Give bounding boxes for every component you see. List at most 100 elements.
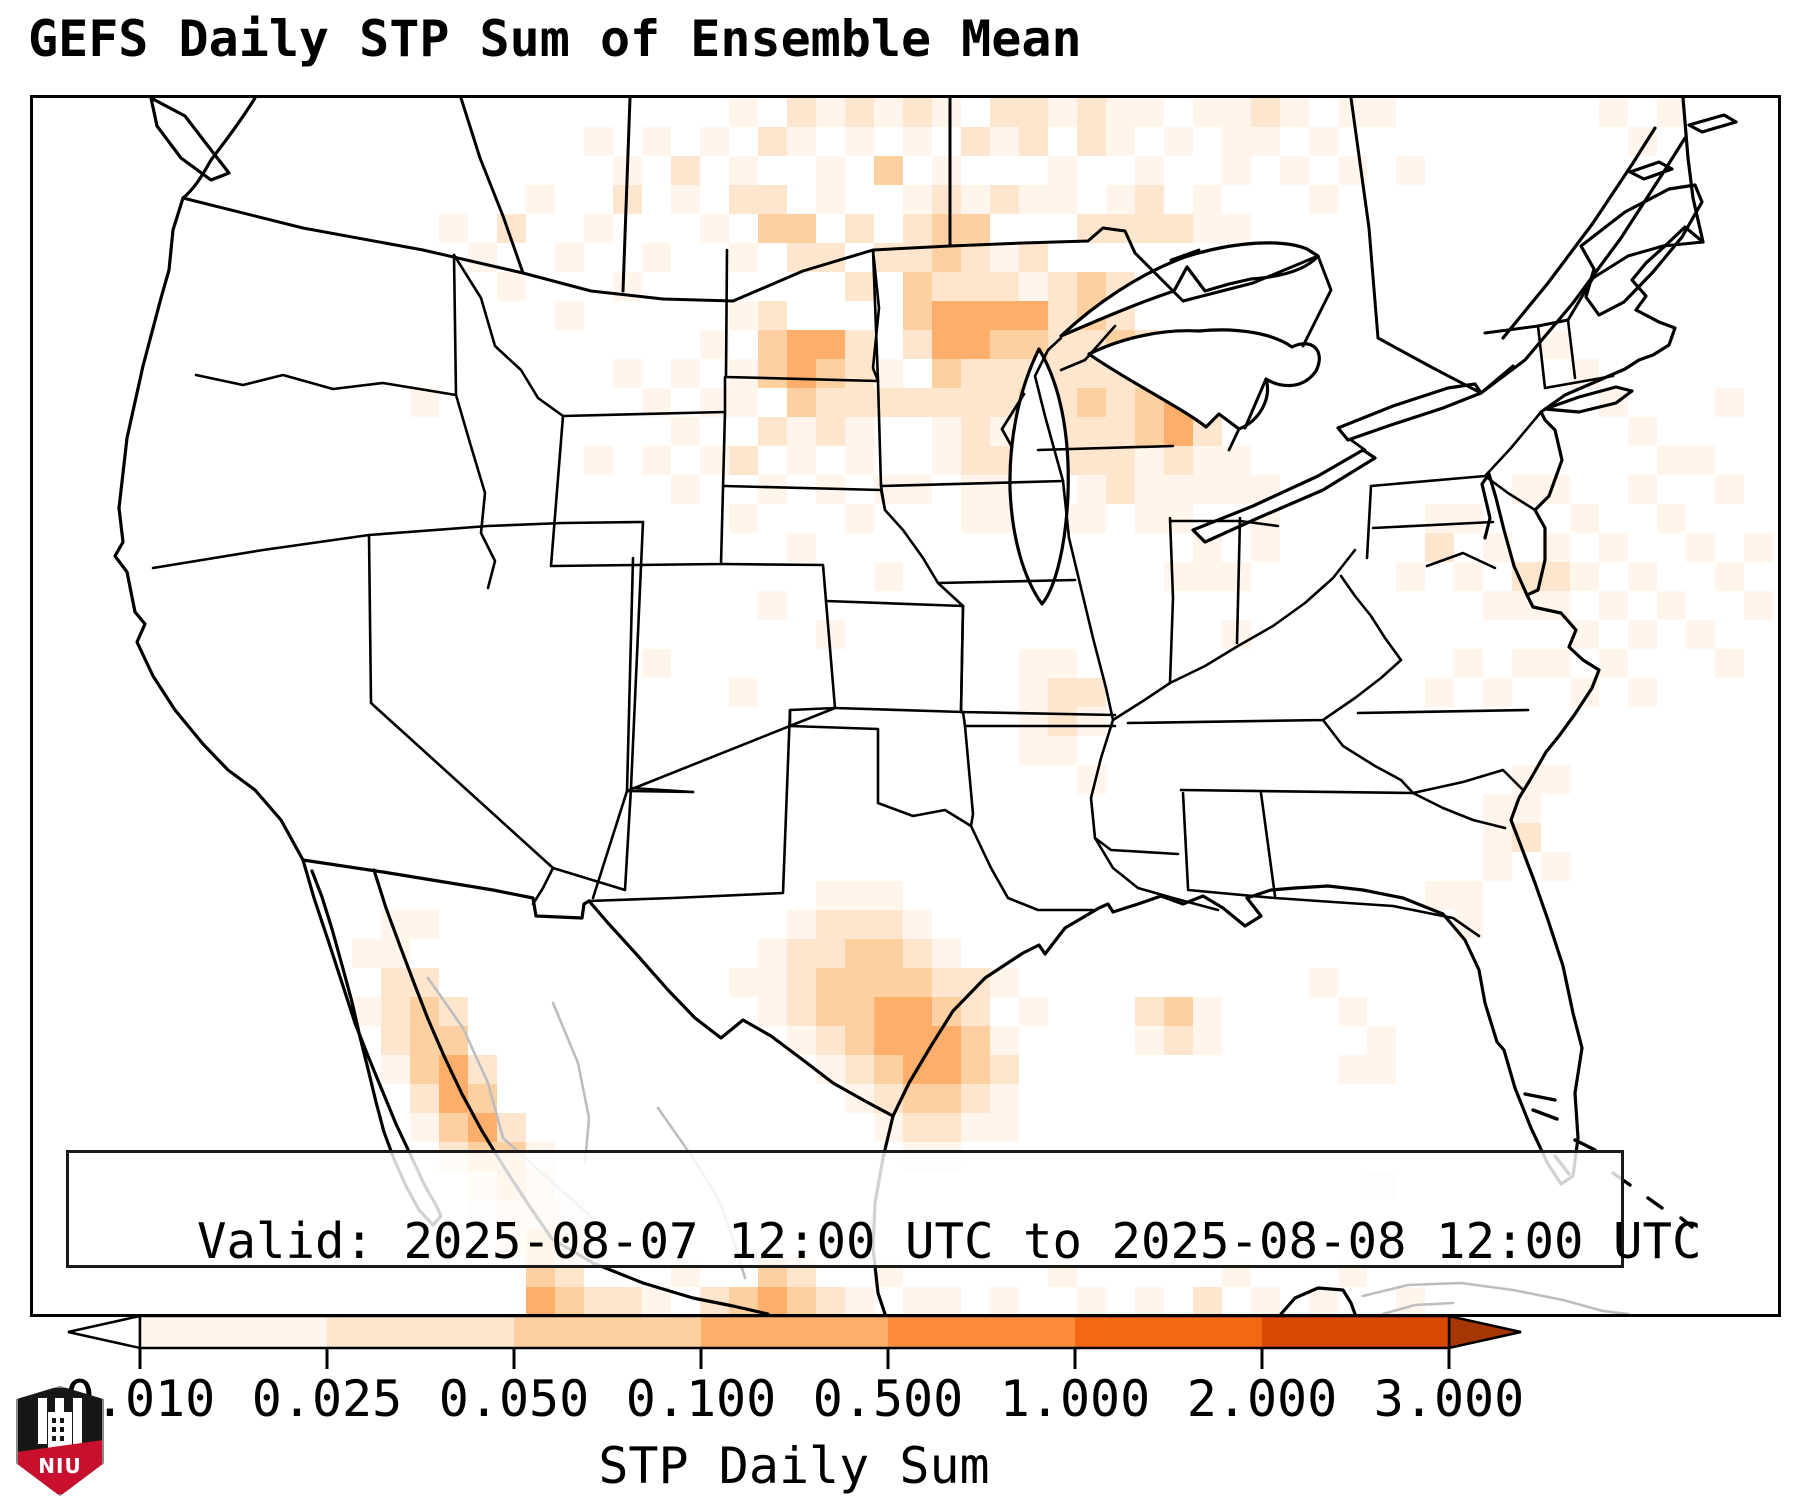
heatmap-cell — [1135, 156, 1164, 185]
colorbar-segment — [1262, 1316, 1450, 1348]
heatmap-cell — [961, 417, 990, 446]
heatmap-cell — [729, 185, 758, 214]
heatmap-cell — [1019, 243, 1048, 272]
heatmap-cell — [1396, 156, 1425, 185]
heatmap-cell — [874, 939, 903, 968]
heatmap-cell — [1077, 446, 1106, 475]
heatmap-cell — [1106, 98, 1135, 127]
heatmap-cell — [1019, 649, 1048, 678]
heatmap-cell — [555, 301, 584, 330]
heatmap-cell — [1077, 417, 1106, 446]
colorbar-segment — [701, 1316, 889, 1348]
heatmap-cell — [903, 939, 932, 968]
valid-line: Valid: 2025-08-07 12:00 UTC to 2025-08-0… — [197, 1213, 1702, 1270]
ohio-river — [1111, 548, 1357, 722]
heatmap-cell — [555, 243, 584, 272]
heatmap-cell — [1396, 562, 1425, 591]
heatmap-cell — [1135, 997, 1164, 1026]
heatmap-cell — [1512, 562, 1541, 591]
heatmap-cell — [758, 127, 787, 156]
heatmap-cell — [787, 939, 816, 968]
heatmap-cell — [932, 1113, 961, 1142]
heatmap-cell — [1193, 997, 1222, 1026]
heatmap-cell — [1222, 475, 1251, 504]
heatmap-cell — [1077, 475, 1106, 504]
heatmap-cell — [613, 359, 642, 388]
colorbar-ticks: 0.010 0.025 0.050 0.100 0.500 1.000 2.000 3.000 — [65, 1348, 1524, 1428]
heatmap-cell — [816, 243, 845, 272]
us-mexico-border — [301, 858, 591, 920]
heatmap-cell — [903, 301, 932, 330]
heatmap-cell — [961, 272, 990, 301]
colorado-box — [625, 556, 837, 793]
heatmap-cell — [410, 388, 439, 417]
heatmap-cell — [845, 98, 874, 127]
california-nevada-border — [367, 533, 555, 906]
heatmap-cell — [874, 910, 903, 939]
heatmap-cell — [816, 881, 845, 910]
heatmap-cell — [729, 968, 758, 997]
heatmap-cell — [729, 156, 758, 185]
heatmap-cell — [932, 1026, 961, 1055]
heatmap-cell — [961, 968, 990, 997]
heatmap-cell — [1628, 562, 1657, 591]
heatmap-cell — [1193, 475, 1222, 504]
heatmap-cell — [845, 881, 874, 910]
state-borders — [151, 248, 1615, 938]
heatmap-cell — [1193, 98, 1222, 127]
heatmap-cell — [700, 214, 729, 243]
heatmap-cell — [729, 98, 758, 127]
heatmap-cell — [961, 330, 990, 359]
heatmap-cell — [961, 475, 990, 504]
heatmap-cell — [816, 1026, 845, 1055]
heatmap-cell — [1222, 562, 1251, 591]
heatmap-cell — [1019, 98, 1048, 127]
heatmap-cell — [961, 388, 990, 417]
heatmap-cell — [1715, 649, 1744, 678]
heatmap-cell — [758, 997, 787, 1026]
heatmap-cell — [1628, 475, 1657, 504]
heatmap-cell — [903, 968, 932, 997]
border-through-lakes — [1181, 254, 1515, 430]
bahamas-island — [1523, 1092, 1557, 1102]
heatmap-cell — [729, 388, 758, 417]
heatmap-cell — [816, 910, 845, 939]
heatmap-cell — [1164, 446, 1193, 475]
montana-dakotas-borders — [724, 248, 883, 488]
great-lakes — [1008, 241, 1483, 606]
heatmap-cell — [671, 156, 700, 185]
heatmap-cell — [555, 1287, 584, 1314]
heatmap-cell — [758, 968, 787, 997]
heatmap-cell — [1019, 301, 1048, 330]
heatmap-cell — [642, 649, 671, 678]
heatmap-cell — [787, 359, 816, 388]
heatmap-cell — [932, 1287, 961, 1314]
heatmap-cell — [932, 417, 961, 446]
heatmap-cell — [932, 98, 961, 127]
heatmap-cell — [1251, 127, 1280, 156]
heatmap-cell — [1483, 678, 1512, 707]
heatmap-cell — [758, 475, 787, 504]
mississippi-river — [1061, 479, 1220, 912]
gulf-and-atlantic-coast — [891, 472, 1601, 1186]
heatmap-cell — [584, 214, 613, 243]
lake-connectors — [1000, 248, 1367, 452]
wyoming-box — [549, 375, 727, 568]
heatmap-cell — [903, 127, 932, 156]
heatmap-cell — [1106, 388, 1135, 417]
heatmap-cell — [932, 156, 961, 185]
upper-mississippi-st-croix — [1033, 336, 1065, 483]
heatmap-cell — [729, 678, 758, 707]
heatmap-cell — [932, 359, 961, 388]
heatmap-cell — [1193, 185, 1222, 214]
heatmap-cell — [990, 1055, 1019, 1084]
heatmap-cell — [758, 185, 787, 214]
mexico-state-border — [551, 1001, 591, 1165]
heatmap-cell — [381, 1026, 410, 1055]
heatmap-cell — [1541, 591, 1570, 620]
wisconsin-illinois-borders — [1036, 324, 1175, 452]
heatmap-cell — [1048, 649, 1077, 678]
heatmap-cell — [1454, 881, 1483, 910]
heatmap-cell — [1019, 678, 1048, 707]
heatmap-cell — [1715, 562, 1744, 591]
